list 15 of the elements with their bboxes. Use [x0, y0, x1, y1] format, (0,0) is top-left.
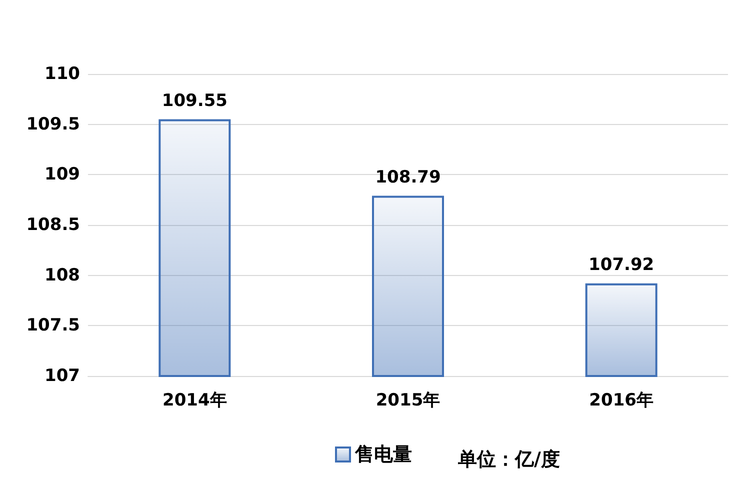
text: 单位：亿/度 [457, 448, 560, 470]
x-tick-label: 2015年 [376, 390, 440, 410]
y-tick-label: 108 [44, 265, 80, 286]
legend-label: 售电量 [354, 444, 412, 466]
y-tick-label: 109 [44, 164, 80, 185]
x-tick-label: 2016年 [589, 390, 654, 410]
y-tick-label: 108.5 [26, 215, 80, 235]
y-tick-label: 110 [44, 64, 80, 84]
y-tick-label: 107 [44, 366, 80, 386]
y-tick-label: 107.5 [26, 316, 80, 336]
data-label: 109.55 [162, 90, 228, 111]
data-label: 107.92 [588, 254, 654, 275]
x-tick-label: 2014年 [162, 390, 227, 410]
y-tick-label: 109.5 [26, 114, 80, 134]
data-label: 108.79 [375, 167, 441, 188]
